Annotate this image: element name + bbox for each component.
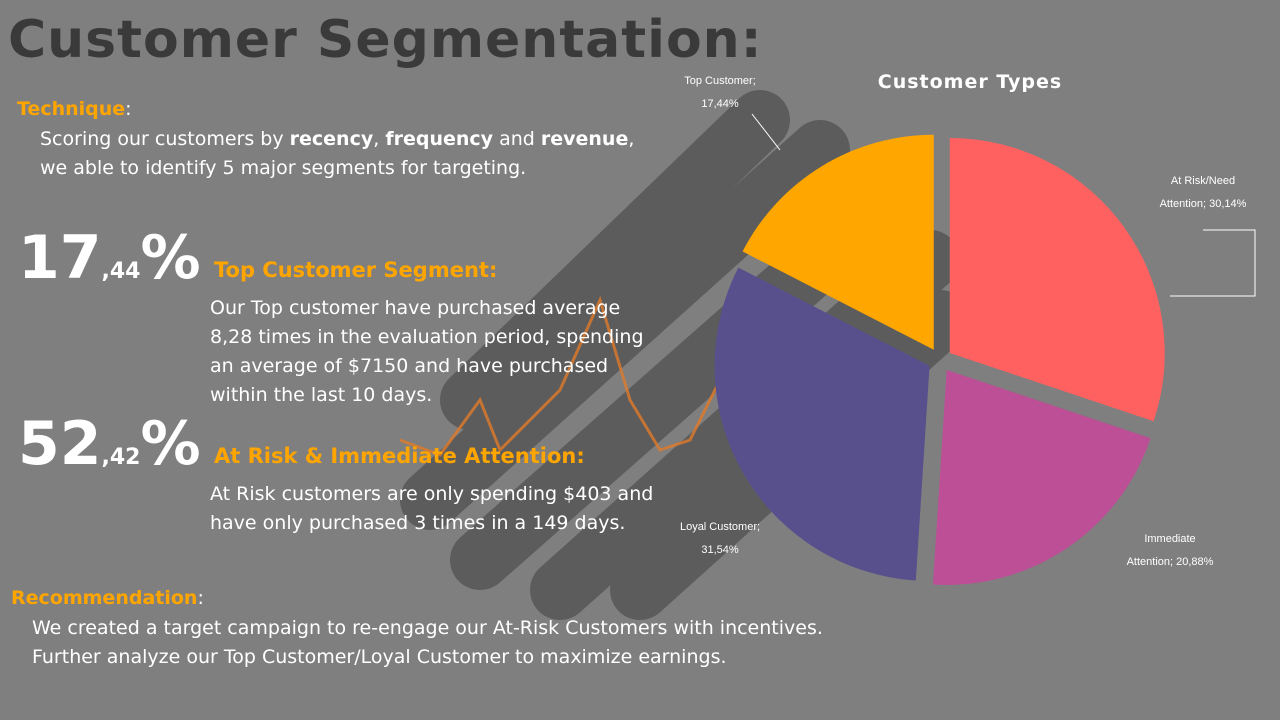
pie-slice-loyal-customer xyxy=(714,267,930,581)
technique-heading: Technique: xyxy=(17,98,132,120)
text-line: an average of $7150 and have purchased xyxy=(210,355,609,377)
customer-types-pie-chart: Customer Types At Risk/Need Attention; 30… xyxy=(680,71,1256,585)
technique-text: Scoring our customers by recency, freque… xyxy=(40,125,634,183)
text-line: within the last 10 days. xyxy=(210,384,433,406)
top-segment-heading: Top Customer Segment: xyxy=(214,258,498,282)
pie-slice-at-risk-need-attention xyxy=(949,137,1165,422)
text-line: We created a target campaign to re-engag… xyxy=(32,617,823,639)
percent-integer: 52 xyxy=(18,409,102,479)
keyword-frequency: frequency xyxy=(385,128,494,150)
keyword-revenue: revenue xyxy=(540,128,629,150)
percent-decimal: ,44 xyxy=(101,259,141,284)
leader-line xyxy=(751,113,781,151)
trend-line-decoration xyxy=(399,295,761,457)
slice-label: At Risk/Need xyxy=(1171,175,1235,187)
technique-label: Technique xyxy=(17,98,126,120)
slice-label: Loyal Customer; xyxy=(680,521,760,533)
percent-decimal: ,42 xyxy=(101,445,141,470)
text-run: , xyxy=(628,128,635,150)
slice-label: 31,54% xyxy=(701,544,739,556)
recommendation-text: We created a target campaign to re-engag… xyxy=(32,614,823,672)
pie-slice-immediate-attention xyxy=(932,369,1151,585)
slice-label: Attention; 30,14% xyxy=(1160,198,1247,210)
text-run: Scoring our customers by xyxy=(40,128,290,150)
text-line: 8,28 times in the evaluation period, spe… xyxy=(210,326,644,348)
recommendation-heading: Recommendation: xyxy=(11,587,204,609)
text-line: Our Top customer have purchased average xyxy=(210,297,621,319)
top-segment-text: Our Top customer have purchased average … xyxy=(210,294,644,410)
slice-label: Top Customer; xyxy=(684,75,756,87)
text-run: and xyxy=(493,128,541,150)
text-run: , xyxy=(373,128,386,150)
technique-line-2: we able to identify 5 major segments for… xyxy=(40,157,527,179)
slice-label: Attention; 20,88% xyxy=(1127,556,1214,568)
pie-slice-top-customer xyxy=(742,134,934,350)
text-line: have only purchased 3 times in a 149 day… xyxy=(210,512,626,534)
text-line: Further analyze our Top Customer/Loyal C… xyxy=(32,646,727,668)
keyword-recency: recency xyxy=(289,128,374,150)
risk-segment-percent: 52,42% xyxy=(18,414,201,488)
top-segment-percent: 17,44% xyxy=(18,228,201,302)
risk-segment-heading: At Risk & Immediate Attention: xyxy=(214,444,585,468)
slice-label: Immediate xyxy=(1144,533,1195,545)
percent-integer: 17 xyxy=(18,223,102,293)
recommendation-label: Recommendation xyxy=(11,587,198,609)
chart-title: Customer Types xyxy=(878,71,1062,93)
leader-line xyxy=(1170,229,1256,297)
slice-label: 17,44% xyxy=(701,98,739,110)
percent-sign: % xyxy=(140,409,201,479)
text-line: At Risk customers are only spending $403… xyxy=(210,483,654,505)
page-title: Customer Segmentation: xyxy=(8,10,763,70)
risk-segment-text: At Risk customers are only spending $403… xyxy=(210,480,653,538)
technique-line-1: Scoring our customers by recency, freque… xyxy=(40,125,634,154)
percent-sign: % xyxy=(140,223,201,293)
